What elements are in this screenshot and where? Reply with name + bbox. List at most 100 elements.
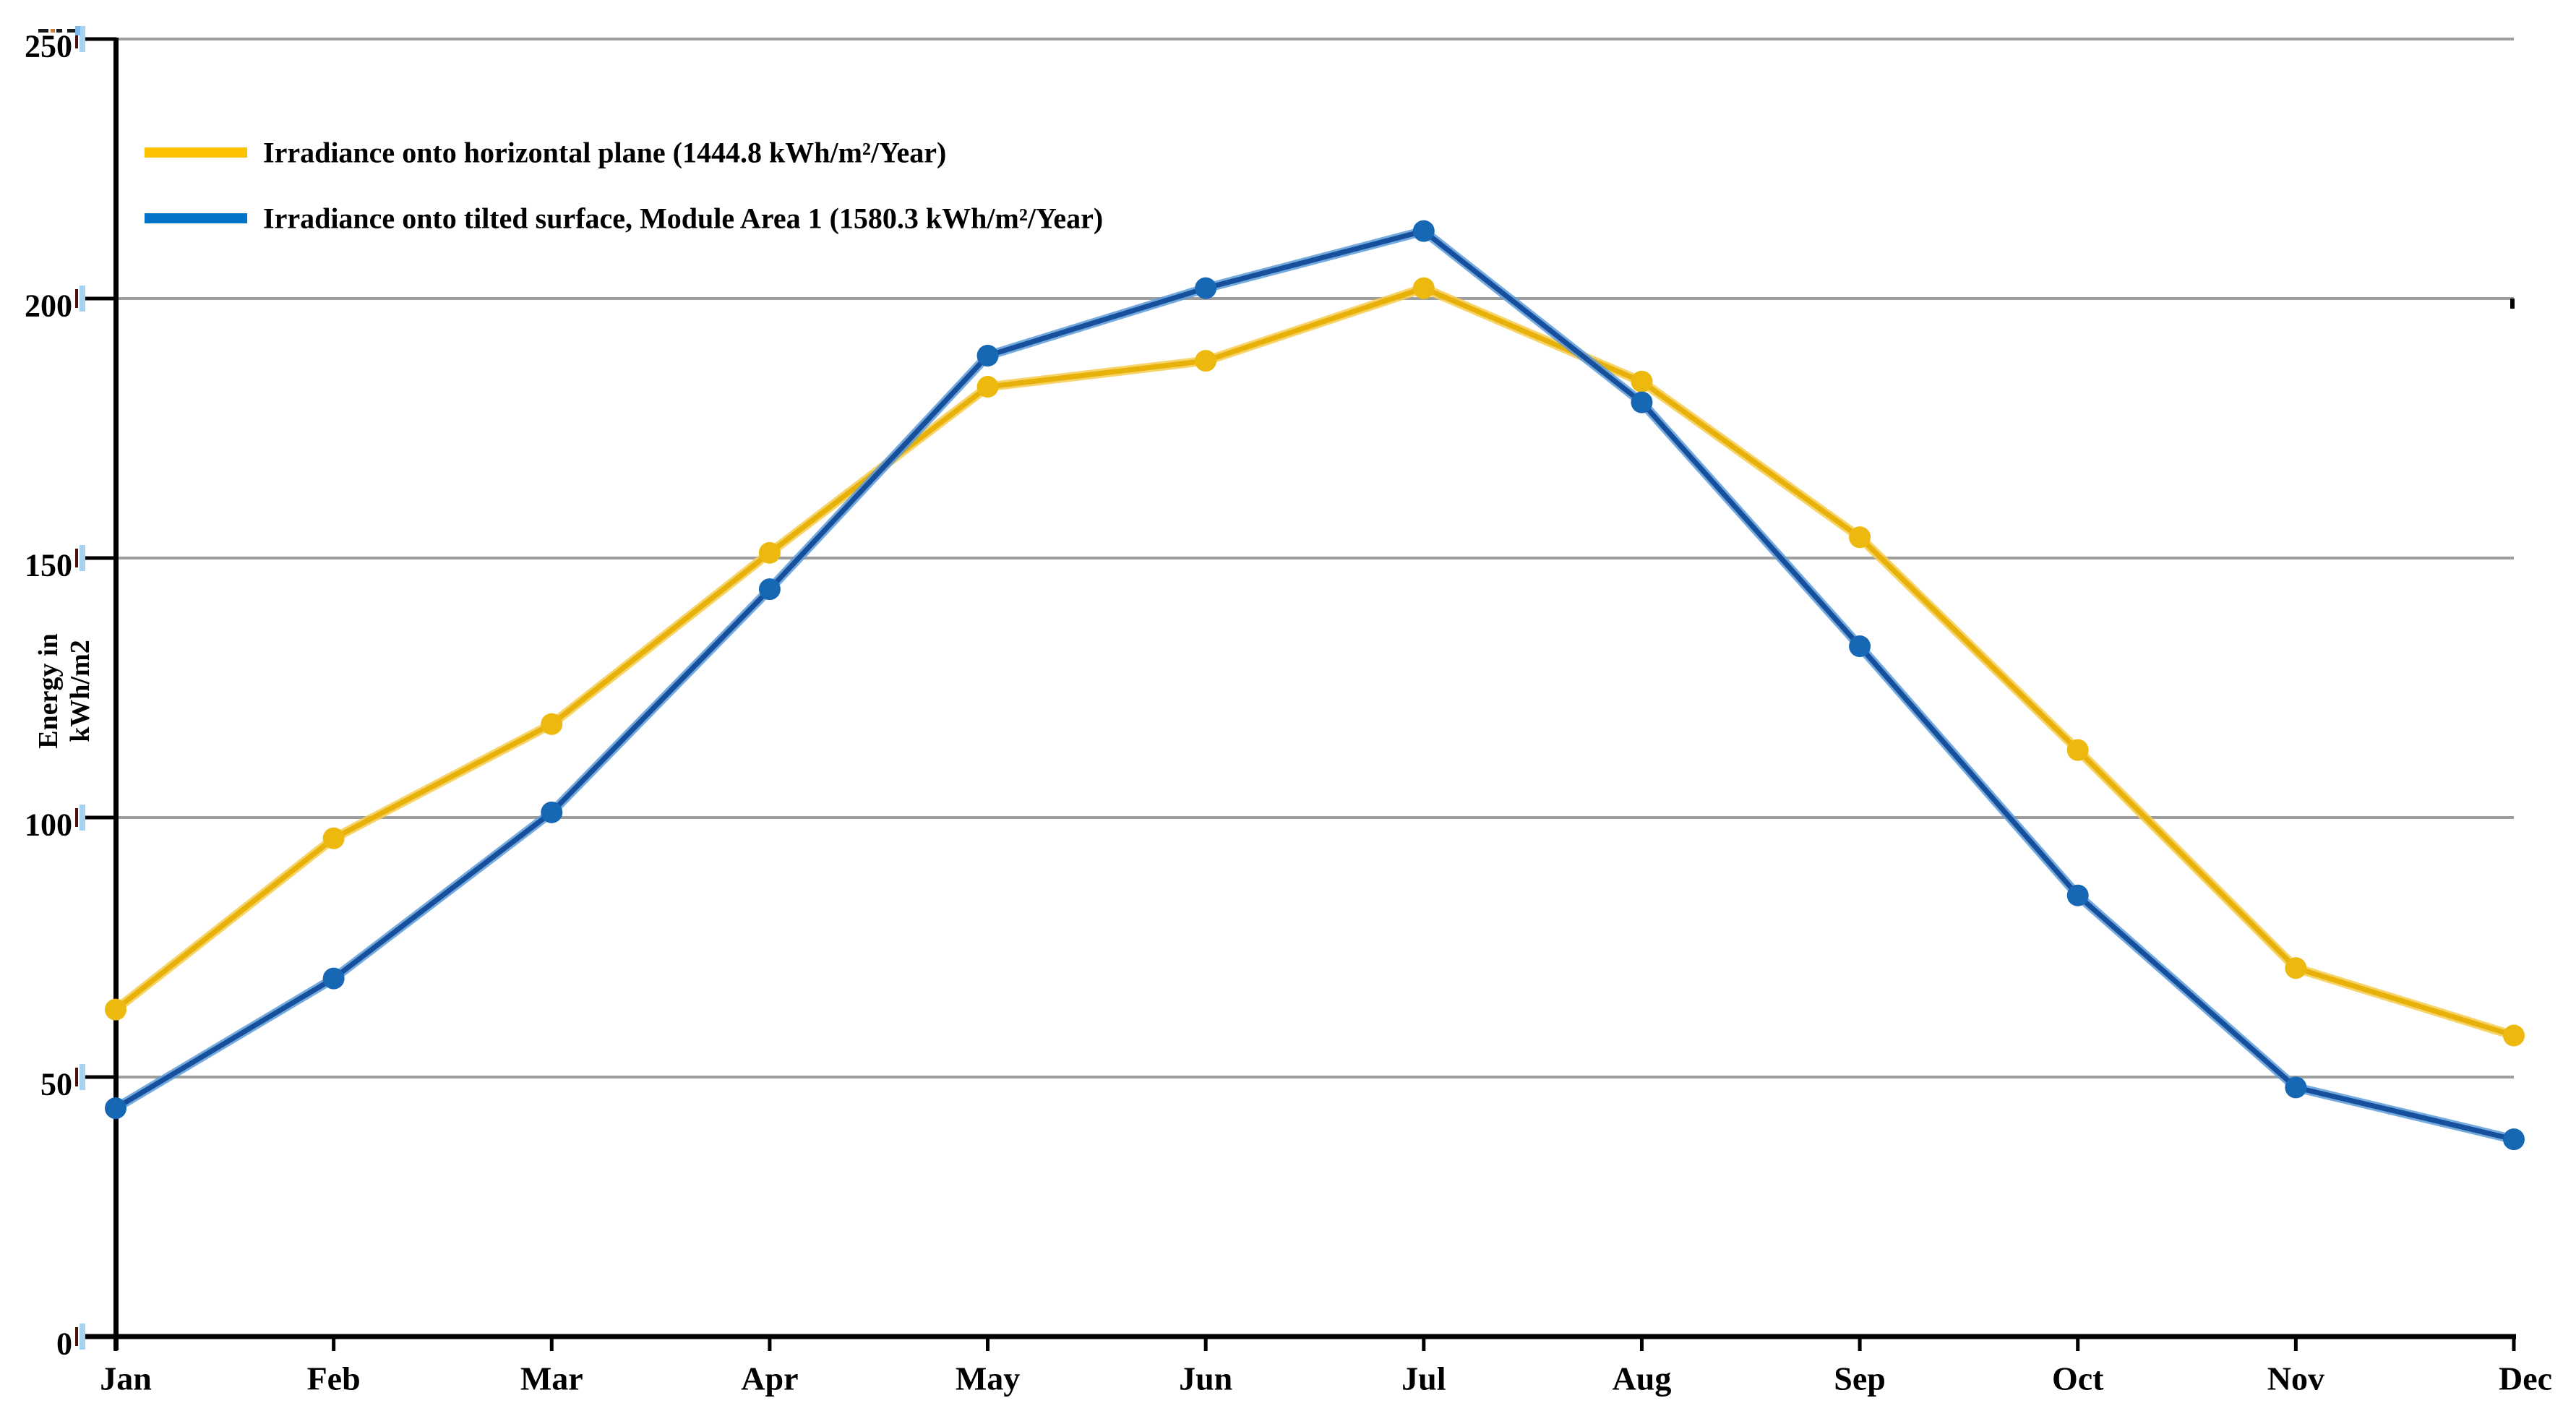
data-point-tilted-surface-Oct xyxy=(2066,884,2089,906)
data-point-horizontal-plane-Feb xyxy=(322,827,345,849)
cropped-edge-dash xyxy=(56,29,62,33)
y-tick-200 xyxy=(85,296,116,301)
x-tick-Aug xyxy=(1639,1337,1644,1351)
x-tick-Sep xyxy=(1858,1337,1862,1351)
y-ticks-group xyxy=(85,37,116,1339)
data-point-tilted-surface-Nov xyxy=(2285,1076,2307,1099)
x-tick-Nov xyxy=(2293,1337,2298,1351)
x-ticks-group xyxy=(113,1337,2516,1351)
series-line-halo-tilted-surface xyxy=(113,226,2515,1144)
series-line-halo-horizontal-plane xyxy=(112,283,2515,1040)
data-point-tilted-surface-May xyxy=(976,344,999,366)
x-tick-label-Sep: Sep xyxy=(1834,1360,1886,1397)
data-point-tilted-surface-Sep xyxy=(1849,635,1871,658)
y-tick-artifact-blue xyxy=(80,545,85,571)
y-tick-artifact-blue xyxy=(80,26,85,52)
x-tick-Oct xyxy=(2076,1337,2080,1351)
series-horizontal-plane xyxy=(105,277,2525,1047)
x-tick-Jan xyxy=(113,1337,118,1351)
y-tick-artifact-blue xyxy=(80,286,85,312)
x-tick-label-Jun: Jun xyxy=(1179,1360,1232,1397)
data-point-horizontal-plane-Nov xyxy=(2285,957,2307,979)
y-tick-label-0: 0 xyxy=(56,1326,72,1362)
x-tick-Feb xyxy=(332,1337,336,1351)
x-tick-label-May: May xyxy=(956,1360,1020,1397)
x-tick-label-Nov: Nov xyxy=(2267,1360,2324,1397)
data-point-tilted-surface-Jun xyxy=(1195,277,1217,299)
y-tick-artifact-maroon xyxy=(75,808,78,827)
y-tick-artifact-maroon xyxy=(75,1327,78,1346)
x-tick-Jun xyxy=(1203,1337,1208,1351)
data-point-horizontal-plane-Sep xyxy=(1849,526,1871,549)
legend: Irradiance onto horizontal plane (1444.8… xyxy=(145,137,1103,235)
series-group xyxy=(105,220,2525,1151)
gridline-end-nub xyxy=(2510,299,2515,309)
legend-item-horizontal-plane: Irradiance onto horizontal plane (1444.8… xyxy=(145,137,946,169)
x-axis-line xyxy=(85,1334,2516,1339)
y-tick-artifact-blue xyxy=(80,805,85,831)
y-tick-label-200: 200 xyxy=(25,288,72,324)
y-tick-artifact-maroon xyxy=(75,549,78,567)
data-point-tilted-surface-Jul xyxy=(1412,220,1435,242)
y-tick-100 xyxy=(85,815,116,820)
legend-label-horizontal-plane: Irradiance onto horizontal plane (1444.8… xyxy=(263,137,946,169)
y-tick-150 xyxy=(85,556,116,560)
data-point-horizontal-plane-Mar xyxy=(541,713,563,735)
x-tick-label-Feb: Feb xyxy=(307,1360,361,1397)
x-tick-Jul xyxy=(1422,1337,1426,1351)
x-tick-label-Apr: Apr xyxy=(741,1360,798,1397)
data-point-horizontal-plane-Jul xyxy=(1412,277,1435,299)
data-point-horizontal-plane-Jan xyxy=(105,998,126,1021)
data-point-tilted-surface-Jan xyxy=(105,1097,126,1120)
y-tick-artifact-maroon xyxy=(75,30,78,48)
data-point-horizontal-plane-Apr xyxy=(758,541,781,564)
x-tick-label-Jul: Jul xyxy=(1401,1360,1446,1397)
series-line-tilted-surface xyxy=(114,228,2515,1142)
data-point-horizontal-plane-Dec xyxy=(2503,1024,2525,1047)
y-tick-artifact-maroon xyxy=(75,1068,78,1086)
data-point-horizontal-plane-Jun xyxy=(1195,350,1217,372)
cropped-edge-dash xyxy=(75,26,80,35)
data-point-tilted-surface-Feb xyxy=(322,967,345,990)
y-tick-0 xyxy=(85,1334,116,1339)
y-tick-artifact-blue xyxy=(80,1324,85,1350)
tick-artifacts-group xyxy=(38,26,85,1350)
y-axis-title-line1: Energy in xyxy=(33,633,64,748)
y-tick-50 xyxy=(85,1075,116,1079)
y-tick-labels-group: 0 50 100 150 200 250 xyxy=(25,29,72,1362)
legend-swatch-tilted-surface xyxy=(145,213,247,223)
y-axis-line xyxy=(113,38,119,1350)
data-point-tilted-surface-Aug xyxy=(1631,391,1653,413)
cropped-edge-dash xyxy=(38,29,48,33)
x-tick-May xyxy=(986,1337,990,1351)
x-tick-label-Jan: Jan xyxy=(100,1360,152,1397)
y-tick-250 xyxy=(85,37,116,41)
x-tick-labels-group: Jan Feb Mar Apr May Jun Jul Aug Sep Oct Nov Dec xyxy=(100,1360,2552,1397)
y-tick-label-50: 50 xyxy=(40,1067,72,1102)
data-point-tilted-surface-Mar xyxy=(541,801,563,823)
series-line-horizontal-plane xyxy=(113,286,2515,1038)
x-tick-Mar xyxy=(549,1337,554,1351)
y-tick-label-250: 250 xyxy=(25,29,72,64)
x-tick-label-Dec: Dec xyxy=(2499,1360,2552,1397)
cropped-edge-dash xyxy=(51,29,55,33)
y-axis-title: Energy in kWh/m2 xyxy=(33,633,95,748)
legend-swatch-horizontal-plane xyxy=(145,147,247,158)
x-tick-Dec xyxy=(2512,1337,2516,1351)
cropped-edge-dash xyxy=(67,29,77,33)
legend-item-tilted-surface: Irradiance onto tilted surface, Module A… xyxy=(145,202,1103,235)
y-tick-artifact-blue xyxy=(80,1064,85,1090)
data-point-tilted-surface-Dec xyxy=(2503,1128,2525,1151)
data-point-horizontal-plane-May xyxy=(976,376,999,398)
data-point-horizontal-plane-Aug xyxy=(1631,370,1653,393)
data-point-tilted-surface-Apr xyxy=(758,578,781,601)
y-tick-artifact-maroon xyxy=(75,289,78,308)
series-tilted-surface xyxy=(105,220,2525,1151)
x-tick-Apr xyxy=(768,1337,772,1351)
x-tick-label-Mar: Mar xyxy=(520,1360,583,1397)
x-tick-label-Aug: Aug xyxy=(1613,1360,1672,1397)
x-tick-label-Oct: Oct xyxy=(2052,1360,2104,1397)
legend-label-tilted-surface: Irradiance onto tilted surface, Module A… xyxy=(263,202,1103,235)
y-axis-title-line2: kWh/m2 xyxy=(65,640,95,742)
